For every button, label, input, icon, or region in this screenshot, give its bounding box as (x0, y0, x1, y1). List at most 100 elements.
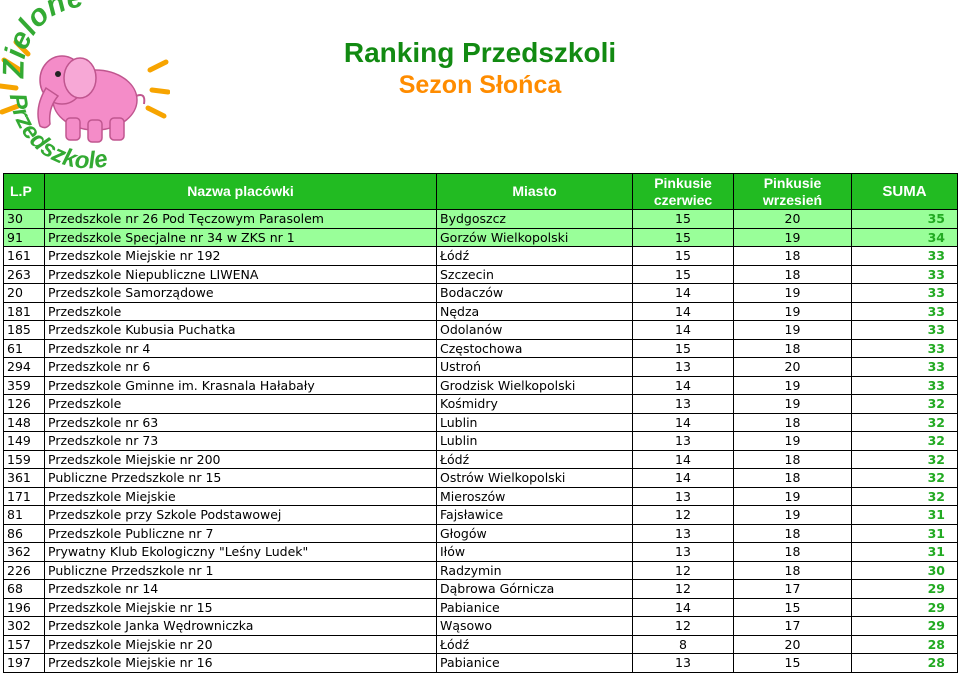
cell-june: 14 (632, 320, 734, 340)
cell-city: Częstochowa (436, 338, 633, 358)
cell-june: 15 (632, 246, 734, 266)
cell-lp: 81 (3, 505, 45, 525)
cell-sept: 19 (733, 301, 852, 321)
table-header-row: L.P Nazwa placówki Miasto Pinkusie czerw… (3, 173, 958, 210)
cell-sept: 15 (733, 597, 852, 617)
cell-name: Przedszkole Miejskie nr 192 (44, 246, 437, 266)
cell-lp: 171 (3, 486, 45, 506)
cell-sept: 18 (733, 264, 852, 284)
cell-city: Głogów (436, 523, 633, 543)
cell-sept: 20 (733, 209, 852, 229)
cell-city: Pabianice (436, 653, 633, 673)
cell-sum: 33 (851, 264, 958, 284)
cell-sum: 32 (851, 412, 958, 432)
cell-sept: 17 (733, 616, 852, 636)
cell-sum: 32 (851, 449, 958, 469)
cell-lp: 126 (3, 394, 45, 414)
cell-sum: 28 (851, 653, 958, 673)
cell-june: 13 (632, 542, 734, 562)
cell-sept: 18 (733, 542, 852, 562)
table-row: 196 Przedszkole Miejskie nr 15 Pabianice 14… (3, 597, 958, 617)
cell-name: Przedszkole nr 4 (44, 338, 437, 358)
cell-sum: 30 (851, 560, 958, 580)
cell-sum: 32 (851, 468, 958, 488)
cell-city: Iłów (436, 542, 633, 562)
table-row: 197 Przedszkole Miejskie nr 16 Pabianice 13… (3, 653, 958, 673)
header-sum: SUMA (851, 173, 958, 210)
cell-name: Przedszkole nr 26 Pod Tęczowym Parasolem (44, 209, 437, 229)
cell-lp: 157 (3, 634, 45, 654)
cell-sept: 18 (733, 449, 852, 469)
cell-name: Prywatny Klub Ekologiczny "Leśny Ludek" (44, 542, 437, 562)
cell-name: Przedszkole Specjalne nr 34 w ZKS nr 1 (44, 227, 437, 247)
cell-june: 14 (632, 301, 734, 321)
table-row: 157 Przedszkole Miejskie nr 20 Łódź 8 20 28 (3, 634, 958, 654)
cell-name: Przedszkole Kubusia Puchatka (44, 320, 437, 340)
cell-sum: 28 (851, 634, 958, 654)
table-row: 362 Prywatny Klub Ekologiczny "Leśny Lude… (3, 542, 958, 562)
cell-city: Lublin (436, 412, 633, 432)
cell-sept: 20 (733, 357, 852, 377)
ranking-table: L.P Nazwa placówki Miasto Pinkusie czerw… (3, 173, 958, 673)
cell-june: 15 (632, 264, 734, 284)
cell-lp: 148 (3, 412, 45, 432)
cell-sept: 18 (733, 246, 852, 266)
header-june-label: Pinkusie czerwiec (653, 174, 713, 208)
cell-city: Dąbrowa Górnicza (436, 579, 633, 599)
cell-name: Przedszkole Miejskie nr 20 (44, 634, 437, 654)
cell-sum: 32 (851, 431, 958, 451)
cell-june: 13 (632, 431, 734, 451)
cell-lp: 197 (3, 653, 45, 673)
cell-june: 14 (632, 449, 734, 469)
table-row: 359 Przedszkole Gminne im. Krasnala Hałab… (3, 375, 958, 395)
cell-june: 12 (632, 579, 734, 599)
table-row: 159 Przedszkole Miejskie nr 200 Łódź 14 18 32 (3, 449, 958, 469)
cell-sum: 32 (851, 486, 958, 506)
cell-june: 15 (632, 227, 734, 247)
cell-lp: 263 (3, 264, 45, 284)
cell-june: 14 (632, 597, 734, 617)
cell-lp: 86 (3, 523, 45, 543)
cell-sum: 31 (851, 542, 958, 562)
cell-name: Przedszkole przy Szkole Podstawowej (44, 505, 437, 525)
cell-lp: 20 (3, 283, 45, 303)
cell-lp: 361 (3, 468, 45, 488)
cell-sept: 19 (733, 431, 852, 451)
cell-lp: 359 (3, 375, 45, 395)
cell-sum: 33 (851, 375, 958, 395)
cell-sum: 31 (851, 505, 958, 525)
cell-sum: 29 (851, 616, 958, 636)
cell-june: 13 (632, 394, 734, 414)
cell-sum: 32 (851, 394, 958, 414)
table-row: 30 Przedszkole nr 26 Pod Tęczowym Parasol… (3, 209, 958, 229)
table-row: 171 Przedszkole Miejskie Mieroszów 13 19 32 (3, 486, 958, 506)
table-row: 185 Przedszkole Kubusia Puchatka Odolanów 1… (3, 320, 958, 340)
page-subtitle: Sezon Słońca (398, 71, 562, 99)
cell-name: Publiczne Przedszkole nr 1 (44, 560, 437, 580)
cell-lp: 91 (3, 227, 45, 247)
table-row: 126 Przedszkole Kośmidry 13 19 32 (3, 394, 958, 414)
cell-lp: 185 (3, 320, 45, 340)
cell-city: Łódź (436, 246, 633, 266)
table-row: 263 Przedszkole Niepubliczne LIWENA Szczec… (3, 264, 958, 284)
cell-sept: 19 (733, 505, 852, 525)
page-header: Ranking Przedszkoli Sezon Słońca (300, 38, 660, 102)
table-row: 294 Przedszkole nr 6 Ustroń 13 20 33 (3, 357, 958, 377)
table-row: 226 Publiczne Przedszkole nr 1 Radzymin 12 1… (3, 560, 958, 580)
cell-june: 12 (632, 616, 734, 636)
cell-sept: 18 (733, 468, 852, 488)
cell-name: Przedszkole nr 63 (44, 412, 437, 432)
table-row: 149 Przedszkole nr 73 Lublin 13 19 32 (3, 431, 958, 451)
table-row: 20 Przedszkole Samorządowe Bodaczów 14 19 33 (3, 283, 958, 303)
elephant-icon (37, 55, 146, 143)
cell-city: Szczecin (436, 264, 633, 284)
cell-sept: 19 (733, 375, 852, 395)
table-body: 30 Przedszkole nr 26 Pod Tęczowym Parasol… (3, 209, 958, 673)
cell-name: Przedszkole Miejskie nr 15 (44, 597, 437, 617)
cell-lp: 196 (3, 597, 45, 617)
table-row: 81 Przedszkole przy Szkole Podstawowej Faj… (3, 505, 958, 525)
cell-city: Nędza (436, 301, 633, 321)
header-sept: Pinkusie wrzesień (733, 173, 852, 210)
cell-sept: 19 (733, 227, 852, 247)
cell-lp: 226 (3, 560, 45, 580)
